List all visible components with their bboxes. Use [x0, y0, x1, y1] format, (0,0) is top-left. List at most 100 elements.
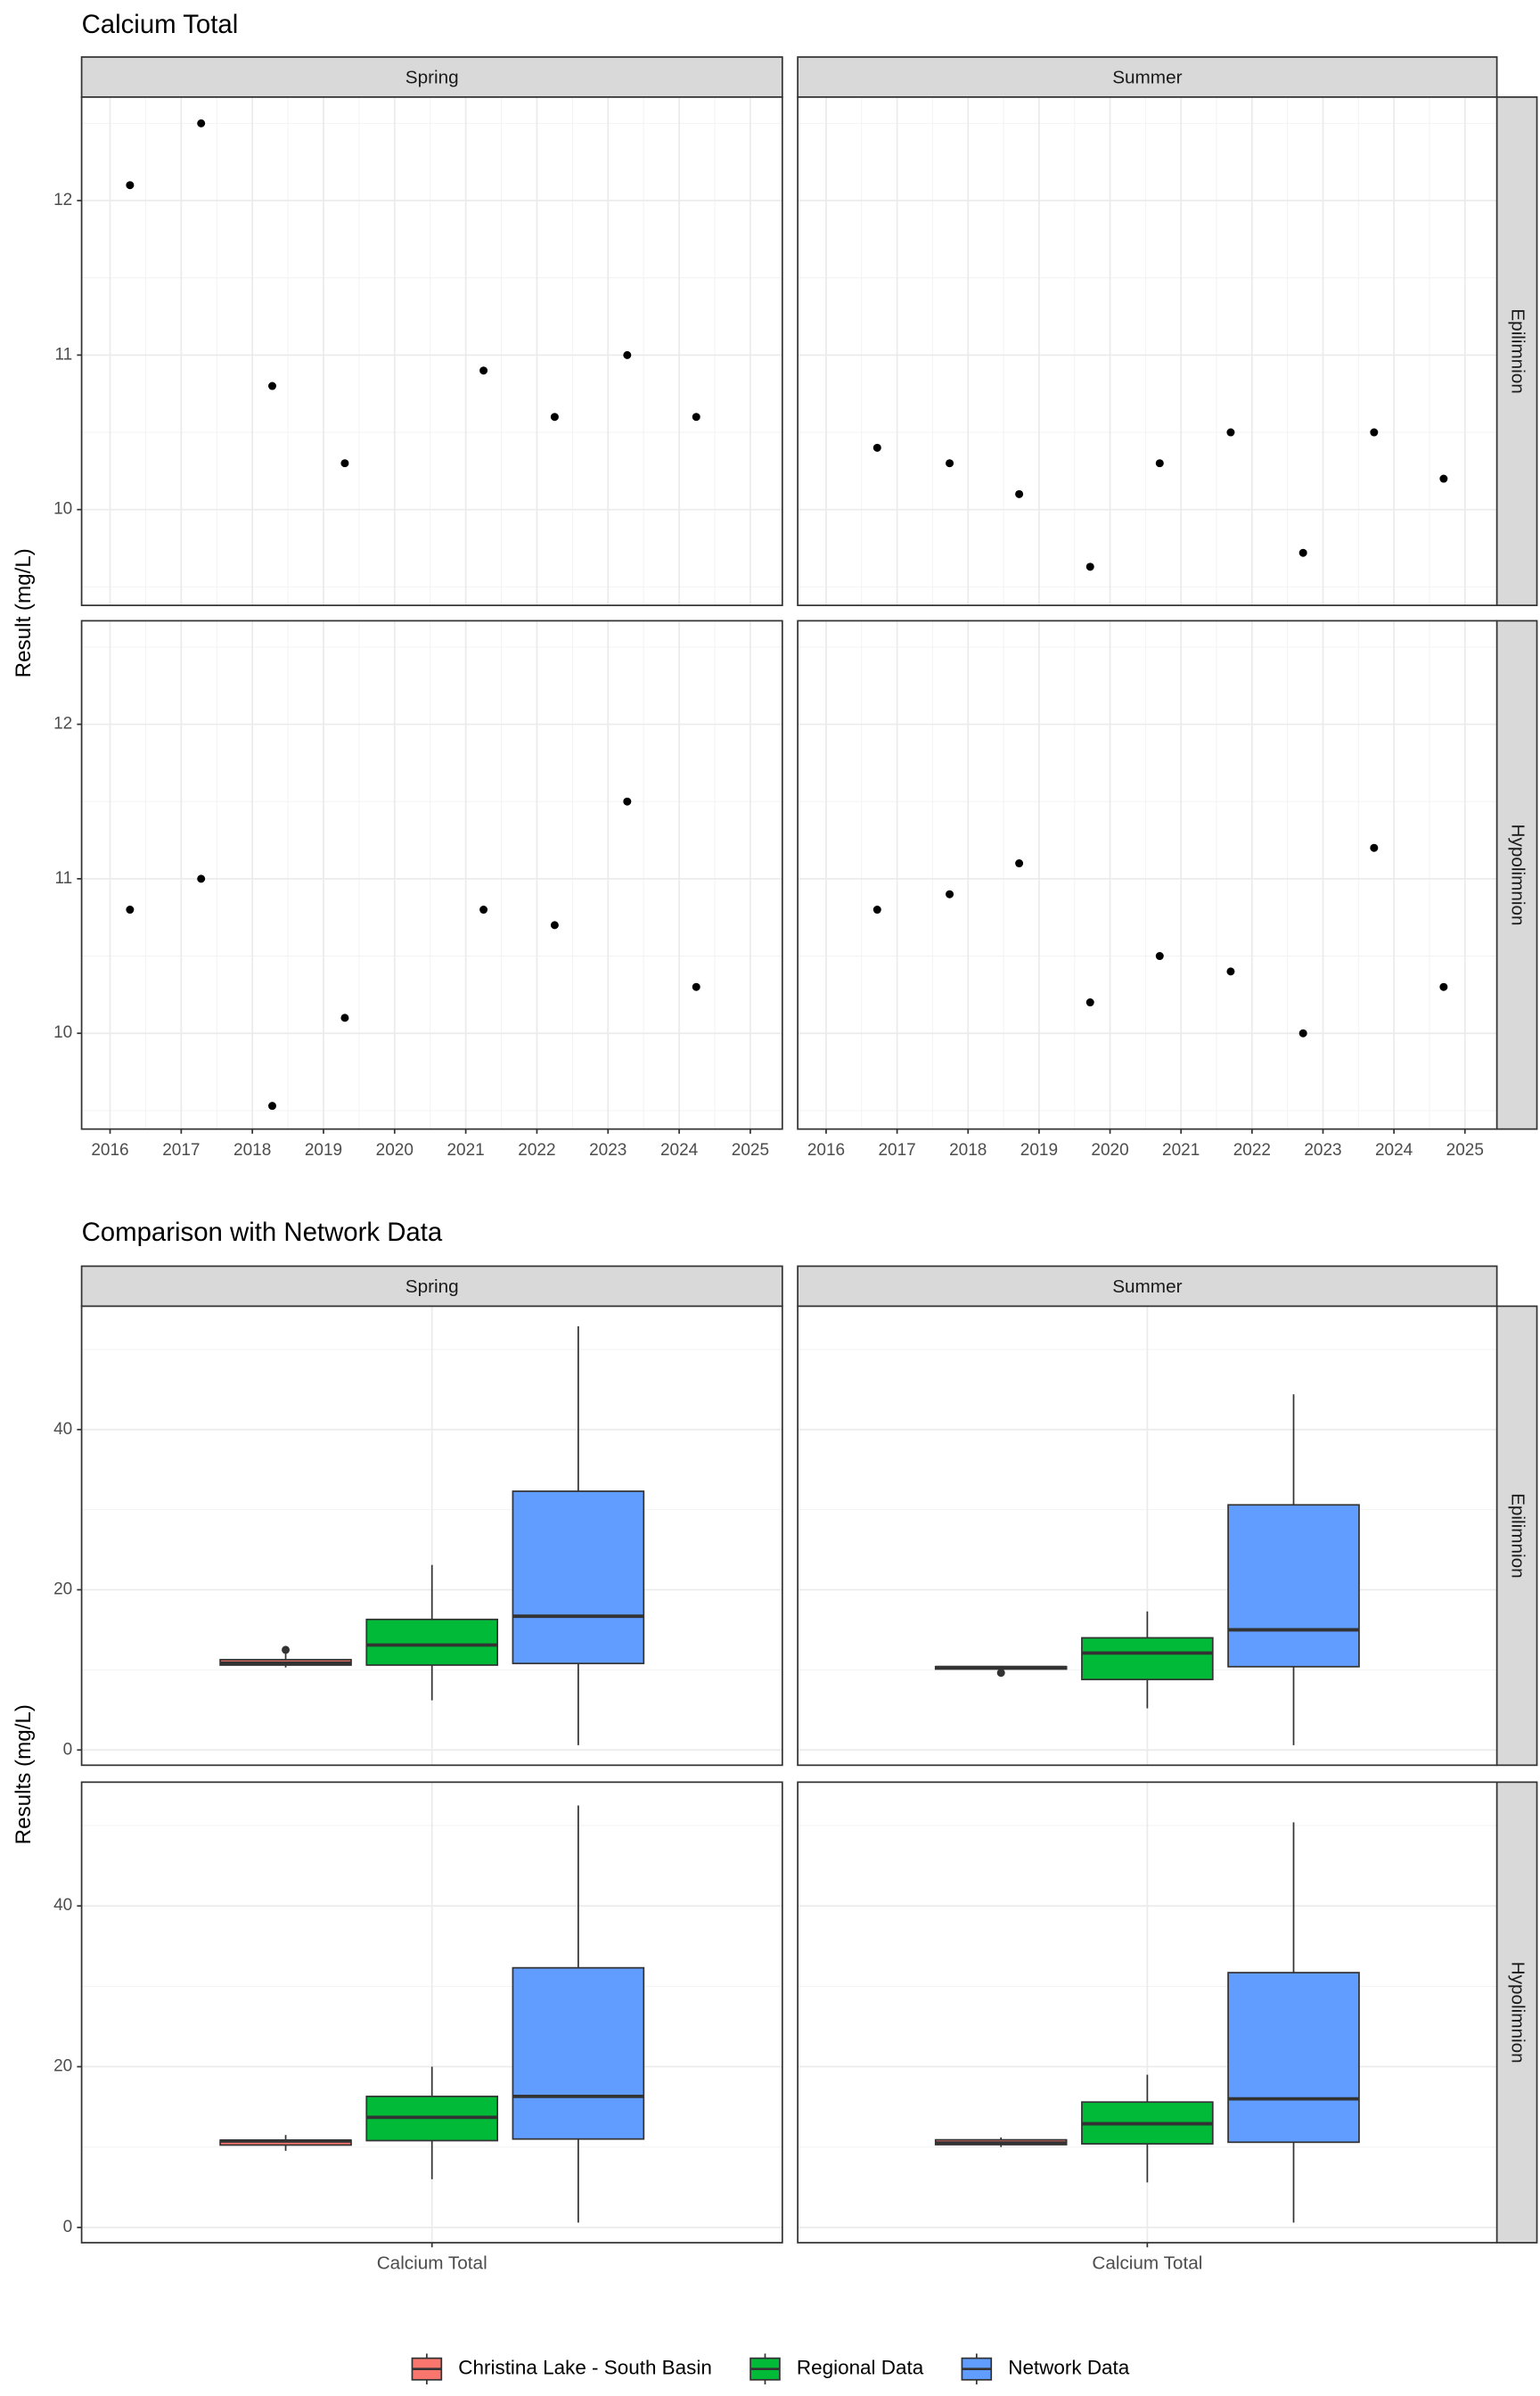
point: [550, 921, 559, 930]
point: [268, 1102, 276, 1111]
x-tick-label: 2018: [949, 1141, 987, 1160]
panel-border: [797, 620, 1498, 1130]
point: [1298, 1029, 1307, 1038]
x-tick-label: 2017: [162, 1141, 200, 1160]
y-tick-label: 10: [53, 500, 72, 519]
x-tick-label: 2025: [732, 1141, 769, 1160]
point: [946, 459, 954, 468]
panel-border: [797, 1305, 1498, 1767]
y-tick-label: 20: [53, 2057, 72, 2076]
box: [1227, 1972, 1360, 2144]
point: [1226, 428, 1235, 437]
outlier: [282, 1645, 291, 1654]
box: [1081, 1637, 1214, 1681]
y-tick-label: 10: [53, 1023, 72, 1042]
x-tick-label: 2019: [305, 1141, 342, 1160]
x-tick-label: 2022: [1233, 1141, 1271, 1160]
point: [268, 382, 276, 390]
x-tick-label: 2024: [1375, 1141, 1413, 1160]
panel-border: [80, 620, 783, 1130]
x-tick-label: 2021: [1162, 1141, 1200, 1160]
point: [1226, 967, 1235, 976]
point: [872, 906, 881, 915]
point: [126, 906, 135, 915]
x-tick-label: 2016: [91, 1141, 128, 1160]
legend-label: Regional Data: [797, 2357, 924, 2379]
y-tick-label: 11: [54, 345, 72, 364]
point: [623, 350, 632, 359]
box: [1227, 1504, 1360, 1668]
strip-label: Epilimnion: [1508, 308, 1528, 394]
legend-label: Network Data: [1008, 2357, 1130, 2379]
strip: [797, 56, 1498, 98]
panel: [81, 96, 782, 606]
x-tick-label: 2018: [233, 1141, 271, 1160]
x-tick-label: 2023: [589, 1141, 627, 1160]
point: [126, 181, 135, 190]
point: [1439, 982, 1448, 991]
point: [340, 1013, 349, 1022]
point: [479, 366, 488, 375]
panel: [798, 620, 1497, 1129]
point: [1155, 952, 1164, 961]
x-tick-label: 2017: [878, 1141, 915, 1160]
chart-title: Calcium Total: [82, 10, 239, 39]
x-tick-label: Calcium Total: [377, 2253, 487, 2274]
box: [512, 1966, 645, 2140]
point: [1015, 859, 1024, 868]
panel-border: [80, 96, 783, 607]
point: [340, 459, 349, 468]
y-axis-label: Results (mg/L): [12, 1704, 36, 1844]
point: [946, 890, 954, 898]
point: [1085, 562, 1094, 571]
panel: [81, 620, 782, 1129]
strip-label: Spring: [405, 68, 459, 88]
x-tick-label: 2019: [1020, 1141, 1058, 1160]
x-tick-label: 2020: [1091, 1141, 1128, 1160]
panel: [798, 96, 1497, 606]
point: [692, 413, 700, 422]
strip: [1495, 1305, 1538, 1767]
x-tick-label: Calcium Total: [1092, 2253, 1202, 2274]
legend-label: Christina Lake - South Basin: [458, 2357, 712, 2379]
point: [197, 119, 206, 127]
point: [1298, 548, 1307, 557]
x-tick-label: 2016: [807, 1141, 845, 1160]
strip-label: Summer: [1112, 68, 1182, 88]
strip: [1495, 620, 1538, 1130]
point: [1439, 474, 1448, 483]
box: [512, 1490, 645, 1665]
y-tick-label: 0: [63, 2218, 73, 2236]
chart-title: Comparison with Network Data: [82, 1218, 443, 1247]
x-tick-label: 2024: [660, 1141, 699, 1160]
y-tick-label: 40: [53, 1896, 72, 1915]
point: [1085, 998, 1094, 1007]
point: [692, 982, 700, 991]
strip-label: Summer: [1112, 1276, 1182, 1297]
panel-border: [797, 1781, 1498, 2244]
y-tick-label: 11: [54, 869, 72, 888]
point: [872, 443, 881, 452]
x-tick-label: 2020: [376, 1141, 414, 1160]
x-tick-label: 2023: [1304, 1141, 1341, 1160]
y-tick-label: 0: [63, 1740, 73, 1759]
point: [1155, 459, 1164, 468]
strip-label: Hypolimnion: [1508, 825, 1528, 926]
strip: [797, 1265, 1498, 1308]
x-tick-label: 2021: [446, 1141, 484, 1160]
panel-border: [797, 96, 1498, 607]
strip-label: Hypolimnion: [1508, 1962, 1528, 2064]
strip-label: Spring: [405, 1276, 459, 1297]
y-tick-label: 12: [53, 191, 72, 209]
point: [197, 874, 206, 883]
point: [1370, 428, 1379, 437]
x-tick-label: 2022: [518, 1141, 555, 1160]
x-tick-label: 2025: [1446, 1141, 1484, 1160]
strip: [1495, 96, 1538, 607]
strip: [1495, 1781, 1538, 2244]
point: [479, 906, 488, 915]
y-tick-label: 20: [53, 1580, 72, 1599]
strip: [80, 56, 783, 98]
